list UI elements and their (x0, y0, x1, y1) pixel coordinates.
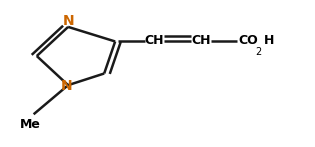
Text: CH: CH (192, 34, 211, 47)
Text: N: N (61, 79, 72, 93)
Text: N: N (62, 14, 74, 28)
Text: 2: 2 (256, 47, 262, 57)
Text: CO: CO (238, 34, 258, 47)
Text: Me: Me (20, 118, 41, 131)
Text: H: H (264, 34, 274, 47)
Text: CH: CH (145, 34, 164, 47)
